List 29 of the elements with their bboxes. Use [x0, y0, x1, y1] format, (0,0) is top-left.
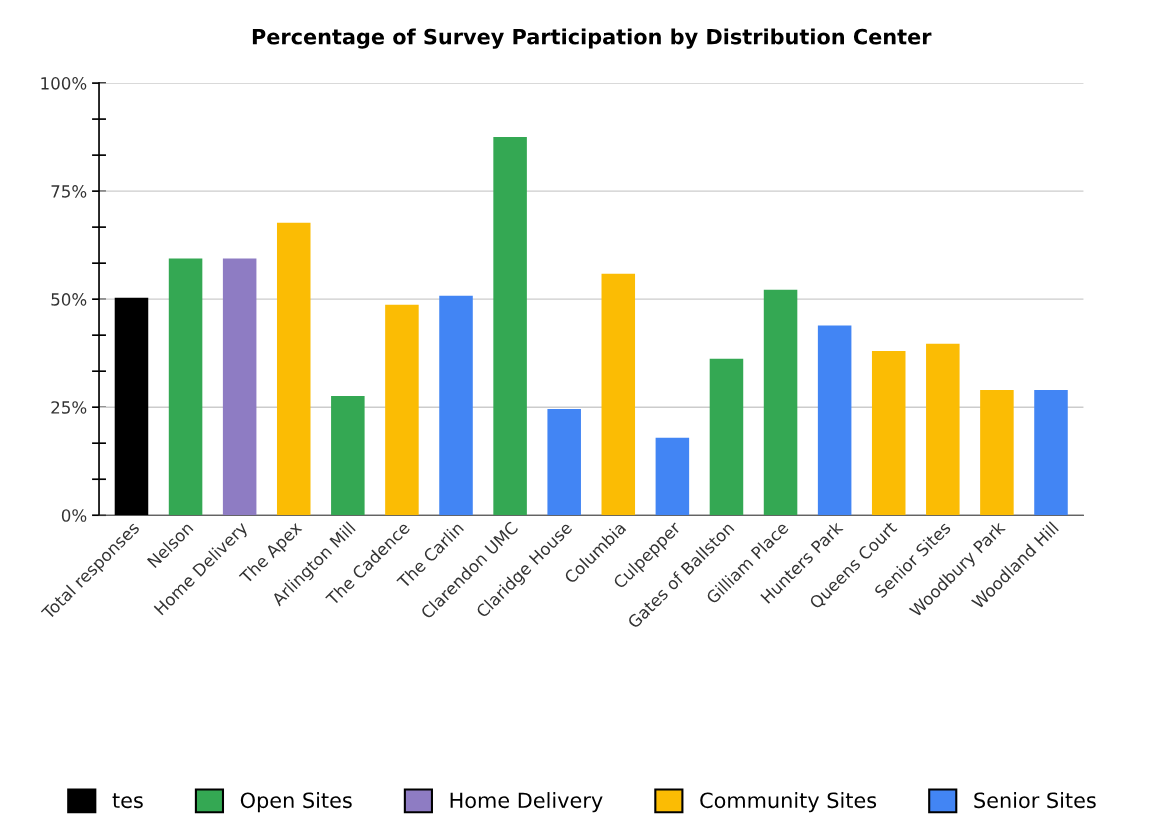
- bar: [763, 289, 798, 516]
- bar: [1034, 389, 1068, 516]
- bar: [222, 258, 257, 516]
- bar: [926, 343, 960, 516]
- legend-label: Community Sites: [700, 792, 877, 813]
- bar: [980, 389, 1014, 516]
- chart-title: Percentage of Survey Participation by Distribution Center: [252, 28, 932, 49]
- bar: [276, 222, 311, 516]
- y-tick-label: 0%: [61, 509, 87, 522]
- legend-label: Open Sites: [240, 792, 352, 813]
- bar: [493, 137, 527, 516]
- bar: [817, 325, 852, 516]
- bar: [601, 273, 636, 516]
- bar: [114, 297, 149, 516]
- legend-label: tes: [112, 793, 143, 809]
- bar: [331, 395, 365, 516]
- bar: [709, 358, 744, 516]
- bar: [385, 304, 419, 516]
- y-tick-label: 100%: [41, 77, 87, 90]
- y-tick-label: 25%: [51, 401, 87, 414]
- bar: [168, 258, 203, 516]
- bar: [871, 351, 906, 516]
- y-tick-label: 75%: [51, 185, 87, 198]
- bar: [439, 295, 473, 516]
- bar: [547, 408, 581, 516]
- y-tick-label: 50%: [51, 293, 87, 306]
- bar: [655, 437, 690, 516]
- legend-label: Senior Sites: [974, 792, 1096, 809]
- legend-label: Home Delivery: [450, 792, 603, 813]
